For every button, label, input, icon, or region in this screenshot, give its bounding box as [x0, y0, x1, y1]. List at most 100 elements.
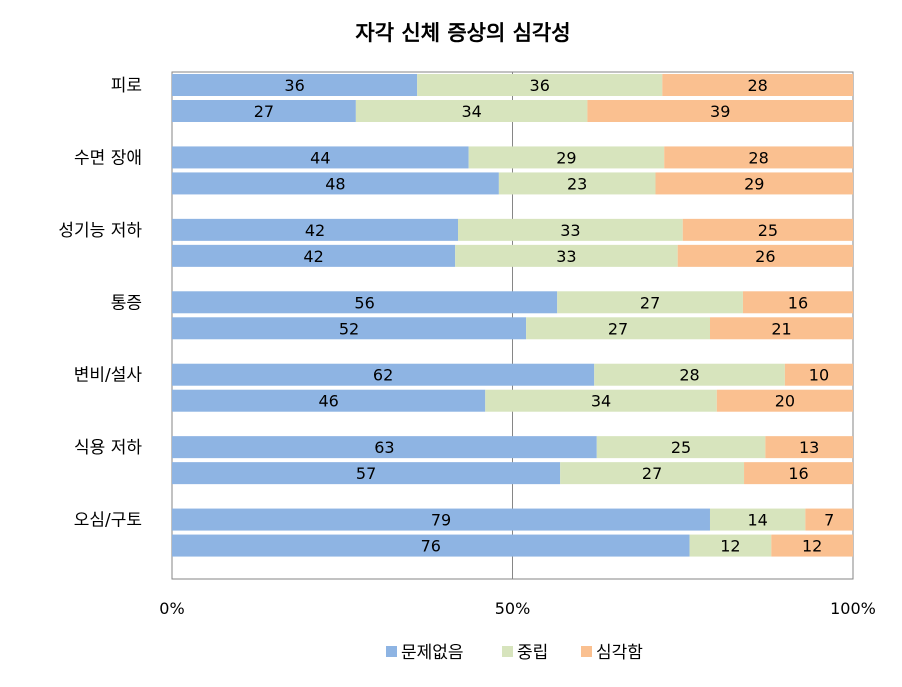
data-label: 79 [431, 511, 451, 530]
bar-segment [172, 508, 710, 531]
bar-segment [458, 218, 683, 241]
bar-segment [662, 74, 853, 96]
data-label: 12 [802, 537, 822, 556]
data-label: 52 [339, 319, 359, 338]
category-label: 통증 [111, 293, 142, 313]
data-label: 27 [608, 319, 628, 338]
data-label: 62 [373, 366, 393, 385]
bar-segment [172, 317, 527, 340]
bar-segment [417, 74, 663, 96]
bar-segment [172, 244, 456, 267]
data-label: 39 [710, 102, 730, 121]
x-tick-label: 100% [830, 599, 876, 618]
data-label: 27 [642, 464, 662, 483]
bar-segment [172, 146, 469, 169]
data-label: 57 [356, 464, 376, 483]
data-label: 28 [748, 148, 768, 167]
bar-segment [677, 244, 853, 267]
data-label: 34 [591, 392, 611, 411]
data-label: 14 [747, 511, 767, 530]
bar-segment [172, 389, 486, 412]
category-label: 변비/설사 [74, 366, 143, 386]
bar-segment [560, 462, 745, 485]
bar-segment [771, 534, 853, 557]
data-label: 33 [556, 247, 576, 266]
bar-segment [455, 244, 678, 267]
bars: 36 36 28 27 34 39 44 29 28 48 23 29 42 33 25 42 33 26 56 27… [172, 74, 853, 557]
bar-segment [716, 389, 853, 412]
bar-segment [172, 291, 558, 314]
data-label: 29 [744, 174, 764, 193]
category-label: 성기능 저하 [58, 221, 142, 241]
data-label: 44 [310, 148, 330, 167]
data-label: 42 [303, 247, 323, 266]
data-label: 7 [824, 511, 834, 530]
bar-segment [682, 218, 853, 241]
bar-segment [498, 172, 656, 195]
data-label: 20 [775, 392, 795, 411]
bar-segment [526, 317, 710, 340]
bar-segment [744, 462, 853, 485]
chart-title: 자각 신체 증상의 심각성 [355, 21, 570, 45]
bar-segment [784, 363, 853, 386]
bar-segment [594, 363, 785, 386]
data-label: 12 [720, 537, 740, 556]
bar-segment [742, 291, 853, 314]
data-label: 23 [567, 174, 587, 193]
bar-segment [172, 462, 561, 485]
data-label: 56 [354, 293, 374, 312]
data-label: 36 [530, 76, 550, 95]
data-label: 28 [679, 366, 699, 385]
bar-segment [172, 74, 418, 96]
data-label: 46 [318, 392, 338, 411]
data-label: 13 [799, 438, 819, 457]
bar-segment [172, 363, 595, 386]
data-label: 10 [809, 366, 829, 385]
bar-segment [172, 172, 499, 195]
bar-segment [596, 436, 766, 459]
data-label: 63 [374, 438, 394, 457]
legend-label: 심각함 [596, 643, 643, 663]
bar-segment [485, 389, 717, 412]
x-tick-labels: 0% 50% 100% [159, 599, 876, 618]
legend-swatch [502, 646, 513, 657]
bar-segment [655, 172, 853, 195]
data-label: 25 [758, 221, 778, 240]
data-label: 21 [771, 319, 791, 338]
bar-segment [355, 100, 588, 122]
data-label: 16 [788, 464, 808, 483]
data-label: 36 [284, 76, 304, 95]
data-label: 42 [305, 221, 325, 240]
bar-segment [709, 508, 806, 531]
bar-segment [709, 317, 853, 340]
x-tick-label: 0% [159, 599, 184, 618]
legend: 문제없음 중립 심각함 [386, 643, 643, 663]
data-label: 76 [421, 537, 441, 556]
category-label: 수면 장애 [74, 148, 142, 168]
data-label: 26 [755, 247, 775, 266]
legend-swatch [581, 646, 592, 657]
data-label: 25 [671, 438, 691, 457]
data-label: 16 [788, 293, 808, 312]
bar-segment [468, 146, 665, 169]
bar-segment [172, 436, 597, 459]
bar-segment [664, 146, 853, 169]
legend-label: 문제없음 [401, 643, 464, 663]
data-label: 27 [254, 102, 274, 121]
bar-segment [172, 534, 690, 557]
category-label: 식용 저하 [74, 438, 142, 458]
category-label: 오심/구토 [74, 511, 142, 531]
data-label: 33 [560, 221, 580, 240]
bar-segment [557, 291, 743, 314]
bar-segment [765, 436, 853, 459]
bar-segment [172, 100, 356, 122]
bar-segment [689, 534, 772, 557]
data-label: 27 [640, 293, 660, 312]
data-label: 29 [556, 148, 576, 167]
bar-segment [172, 218, 459, 241]
data-label: 48 [325, 174, 345, 193]
legend-label: 중립 [517, 643, 548, 663]
legend-swatch [386, 646, 397, 657]
